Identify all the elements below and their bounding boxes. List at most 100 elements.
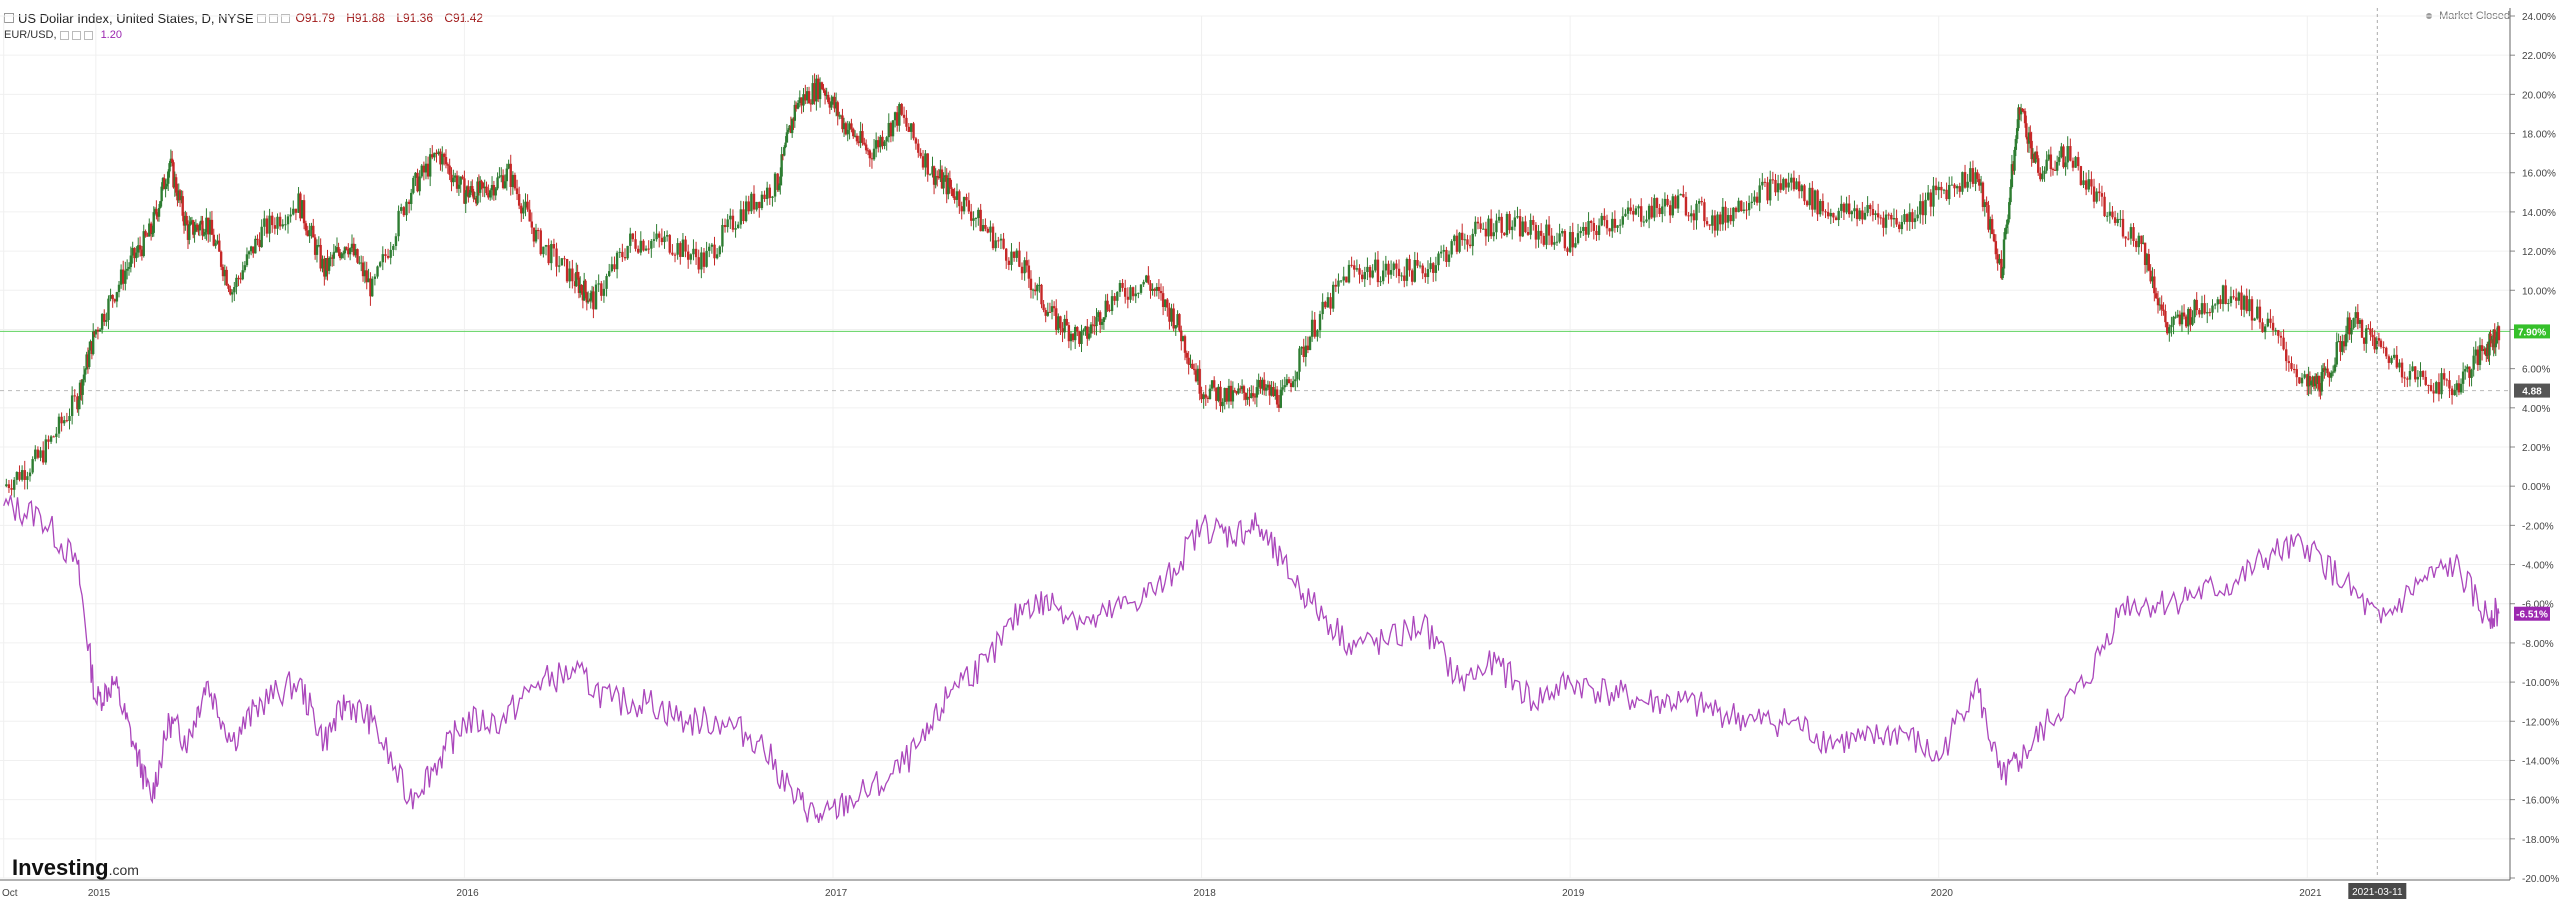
candle-body — [186, 224, 190, 240]
compare-chevron-icon[interactable] — [59, 30, 69, 40]
candle-body — [2145, 254, 2149, 266]
candle-body — [369, 278, 372, 297]
candle-body — [82, 374, 86, 380]
candle-body — [1170, 308, 1173, 322]
candle-body — [1418, 265, 1422, 267]
candle-body — [317, 244, 321, 246]
candle-body — [1921, 201, 1925, 216]
candle-body — [841, 115, 844, 130]
candle-body — [1545, 224, 1548, 245]
candle-body — [1272, 386, 1275, 397]
candle-body — [1542, 235, 1546, 245]
candle-body — [811, 83, 814, 105]
candle-body — [360, 262, 363, 264]
candle-body — [81, 379, 84, 395]
candle-body — [1711, 215, 1714, 226]
candle-body — [465, 186, 469, 194]
candle-body — [686, 251, 690, 260]
candle-body — [159, 201, 162, 208]
candle-body — [1078, 331, 1081, 344]
compare-settings-icon[interactable] — [71, 30, 81, 40]
candle-body — [1994, 241, 1998, 255]
y-tick-label: -8.00% — [2522, 639, 2554, 650]
candle-body — [1277, 404, 1281, 408]
candle-body — [1294, 379, 1297, 382]
x-tick-label: 2016 — [456, 888, 479, 899]
candle-body — [2121, 218, 2125, 237]
candle-body — [1134, 293, 1137, 297]
candle-body — [1487, 218, 1490, 237]
candle-body — [36, 449, 40, 458]
candle-body — [1371, 270, 1374, 278]
candle-body — [676, 243, 679, 255]
candle-body — [2464, 369, 2467, 372]
candle-body — [2306, 374, 2309, 387]
candle-body — [2026, 137, 2029, 144]
candle-body — [1813, 190, 1817, 210]
candle-body — [552, 244, 556, 249]
y-tick-label: -20.00% — [2522, 874, 2559, 885]
compare-close-icon[interactable] — [83, 30, 93, 40]
candle-body — [781, 154, 785, 156]
settings-icon[interactable] — [268, 13, 278, 23]
candle-body — [1400, 275, 1403, 277]
candle-body — [1782, 178, 1785, 190]
candle-body — [710, 244, 714, 247]
candle-body — [1108, 309, 1111, 312]
candle-body — [948, 178, 952, 188]
candle-body — [1855, 208, 1859, 220]
candle-body — [939, 169, 942, 179]
candle-body — [579, 284, 582, 293]
collapse-icon[interactable] — [4, 13, 14, 23]
x-tick-label: Oct — [2, 888, 18, 899]
candle-body — [490, 185, 494, 191]
candle-body — [1776, 183, 1780, 193]
candle-body — [1183, 336, 1187, 353]
candle-body — [34, 449, 37, 460]
candle-body — [1803, 185, 1806, 202]
candle-body — [1666, 198, 1669, 206]
candle-body — [513, 174, 517, 189]
candle-body — [626, 245, 629, 259]
candle-body — [23, 470, 26, 480]
candle-body — [2021, 108, 2024, 111]
candle-body — [142, 231, 145, 257]
candle-body — [1563, 231, 1567, 249]
candle-body — [103, 313, 106, 322]
candle-body — [859, 131, 862, 144]
candle-body — [1826, 211, 1830, 217]
x-tick-label: 2019 — [1562, 888, 1585, 899]
candle-body — [831, 96, 835, 102]
candle-body — [972, 218, 975, 221]
candle-body — [2035, 151, 2039, 159]
candle-body — [189, 221, 192, 225]
y-tick-label: -14.00% — [2522, 756, 2559, 767]
candle-body — [448, 165, 451, 175]
candle-body — [1334, 284, 1338, 287]
candle-body — [629, 233, 632, 246]
high-value: H91.88 — [346, 11, 385, 25]
candle-body — [1797, 181, 1801, 192]
close-icon[interactable] — [280, 13, 290, 23]
candle-body — [2406, 378, 2409, 380]
candle-body — [2095, 191, 2098, 202]
candle-body — [1832, 212, 1835, 218]
chevron-down-icon[interactable] — [256, 13, 266, 23]
candle-body — [1513, 217, 1517, 227]
candle-body — [2313, 376, 2317, 387]
candle-body — [2484, 348, 2487, 355]
candle-body — [65, 420, 69, 422]
candle-body — [1161, 293, 1165, 308]
candle-body — [149, 223, 153, 235]
candle-body — [1526, 232, 1530, 235]
candle-body — [2039, 172, 2042, 180]
candle-body — [1178, 314, 1181, 331]
candle-body — [1592, 222, 1596, 231]
candle-body — [1442, 249, 1445, 252]
candle-body — [1903, 214, 1906, 222]
chart-header: US Dollar Index, United States, D, NYSE … — [4, 8, 491, 28]
candle-body — [192, 220, 195, 235]
candle-body — [2453, 389, 2456, 396]
